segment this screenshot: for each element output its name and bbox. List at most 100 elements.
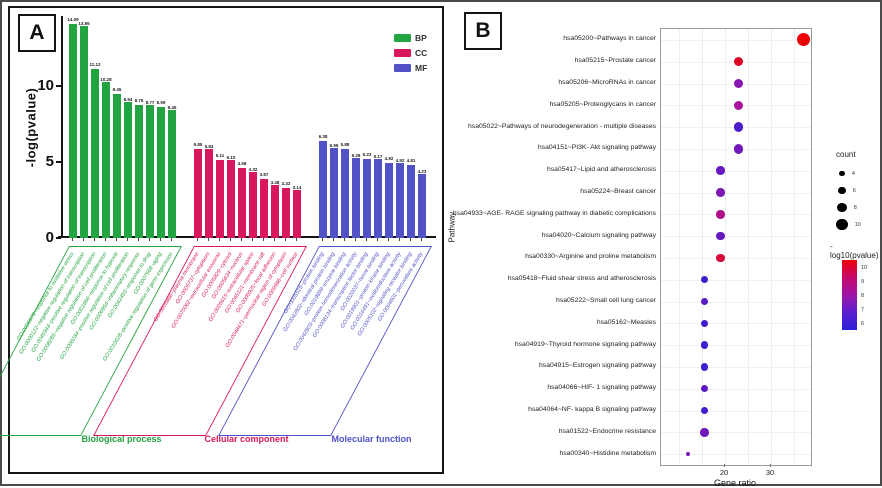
bar (146, 104, 154, 238)
group-caption: Cellular component (204, 434, 289, 444)
pathway-dot (700, 363, 709, 371)
bar-value-label: 4.23 (417, 168, 427, 174)
y-tick-mark (56, 161, 61, 163)
x-tick-mark (127, 238, 128, 241)
pathway-dot (700, 428, 709, 437)
pvalue-legend-title: - log10(pvalue) (830, 242, 879, 260)
bar (341, 148, 349, 238)
bar-value-label: 4.92 (395, 158, 405, 164)
bar (282, 187, 290, 238)
pathway-dot (716, 188, 725, 197)
bar-value-label: 8.94 (123, 97, 133, 103)
x-tick-mark (366, 238, 367, 241)
bar (80, 25, 88, 238)
legend-swatch (394, 63, 411, 72)
pathway-label: hsa00330~Arginine and proline metabolism (525, 253, 656, 261)
pathway-dot (700, 319, 709, 328)
pathway-label: hsa05417~Lipid and atherosclerosis (546, 166, 656, 174)
pathway-dot (700, 297, 709, 306)
gridline-vertical (771, 29, 772, 465)
pathway-dot (734, 57, 744, 67)
count-legend-dot (837, 202, 847, 213)
gridline-vertical (725, 29, 726, 465)
pathway-label: hsa05205~Proteoglycans in cancer (549, 100, 656, 108)
count-legend-label: 8 (853, 204, 857, 211)
legend-row: CC (394, 45, 440, 60)
y-tick-mark (56, 85, 61, 87)
x-tick-mark (274, 238, 275, 241)
panel-b-label: B (464, 12, 502, 50)
x-tick-mark (208, 238, 209, 241)
x-tick-mark (377, 238, 378, 241)
count-legend-row: 4 (836, 165, 880, 182)
y-tick-label: 0 (45, 229, 54, 246)
bar-value-label: 8.45 (167, 104, 177, 110)
x-tick-mark (138, 238, 139, 241)
bar (124, 102, 132, 238)
bar (293, 190, 301, 238)
pvalue-tick-label: 7 (861, 307, 865, 313)
x-tick-mark (160, 238, 161, 241)
pathway-label: hsa01522~Endocrine resistance (558, 427, 656, 435)
x-tick-mark (724, 464, 725, 467)
bar-value-label: 5.85 (193, 142, 203, 148)
bar (227, 160, 235, 238)
gridline-horizontal (661, 192, 811, 194)
bar-value-label: 3.32 (281, 180, 291, 186)
gridline-horizontal (661, 323, 811, 325)
gridline-horizontal (661, 345, 811, 347)
count-legend-label: 10 (854, 221, 861, 228)
bar (194, 149, 202, 238)
gridline-horizontal (661, 39, 811, 41)
gridline-horizontal (661, 454, 811, 456)
pathway-label: hsa05200~Pathways in cancer (563, 35, 656, 43)
bar-value-label: 5.28 (351, 152, 361, 158)
gridline-horizontal (661, 410, 811, 412)
bar-value-label: 6.38 (318, 134, 328, 140)
x-tick-mark (333, 238, 334, 241)
pvalue-tick-label: 8 (861, 293, 865, 299)
x-tick-mark (197, 238, 198, 241)
legend-row: BP (394, 30, 440, 45)
pathway-dot (700, 275, 709, 284)
x-tick-mark (770, 464, 771, 467)
gridline-horizontal (661, 366, 811, 368)
pathway-dot (716, 231, 725, 241)
legend-swatch (394, 48, 411, 57)
panel-b: B Pathway hsa05200~Pathways in cancer hsa… (444, 4, 880, 488)
x-tick-mark (252, 238, 253, 241)
pathway-label: hsa04064~NF- kappa B signaling pathway (528, 406, 656, 413)
x-tick-mark (322, 238, 323, 241)
bar (249, 172, 257, 238)
x-tick-mark (388, 238, 389, 241)
count-legend-dot (839, 170, 845, 177)
pathway-dot (734, 144, 744, 154)
gridline-horizontal (661, 170, 811, 172)
bar (319, 141, 327, 238)
bar-value-label: 5.17 (373, 154, 383, 160)
bar (407, 164, 415, 238)
bar-value-label: 5.23 (362, 151, 372, 157)
y-tick-label: 10 (37, 77, 54, 94)
bar (396, 163, 404, 238)
x-tick-mark (219, 238, 220, 241)
panel-a: A -log(pvalue) 0 5 10 14.09 13.95 11.12 10.28 9… (0, 6, 444, 474)
bar (168, 109, 176, 238)
bar-value-label: 11.12 (89, 61, 101, 67)
pathway-dot (734, 100, 744, 110)
bar-value-label: 10.28 (100, 76, 112, 82)
bar (260, 179, 268, 238)
bar (216, 160, 224, 238)
bar (238, 168, 246, 238)
bar (352, 157, 360, 238)
x-tick-mark (421, 238, 422, 241)
pathway-label: hsa05162~Measles (596, 318, 656, 326)
gridline-vertical (748, 29, 749, 465)
y-tick-label: 5 (45, 153, 54, 170)
count-legend-row: 10 (836, 216, 880, 233)
y-tick-mark (56, 237, 61, 239)
bar-value-label: 4.32 (248, 167, 258, 173)
gridline-horizontal (661, 236, 811, 238)
bar-value-label: 8.59 (156, 100, 166, 106)
legend-label: MF (415, 62, 428, 73)
